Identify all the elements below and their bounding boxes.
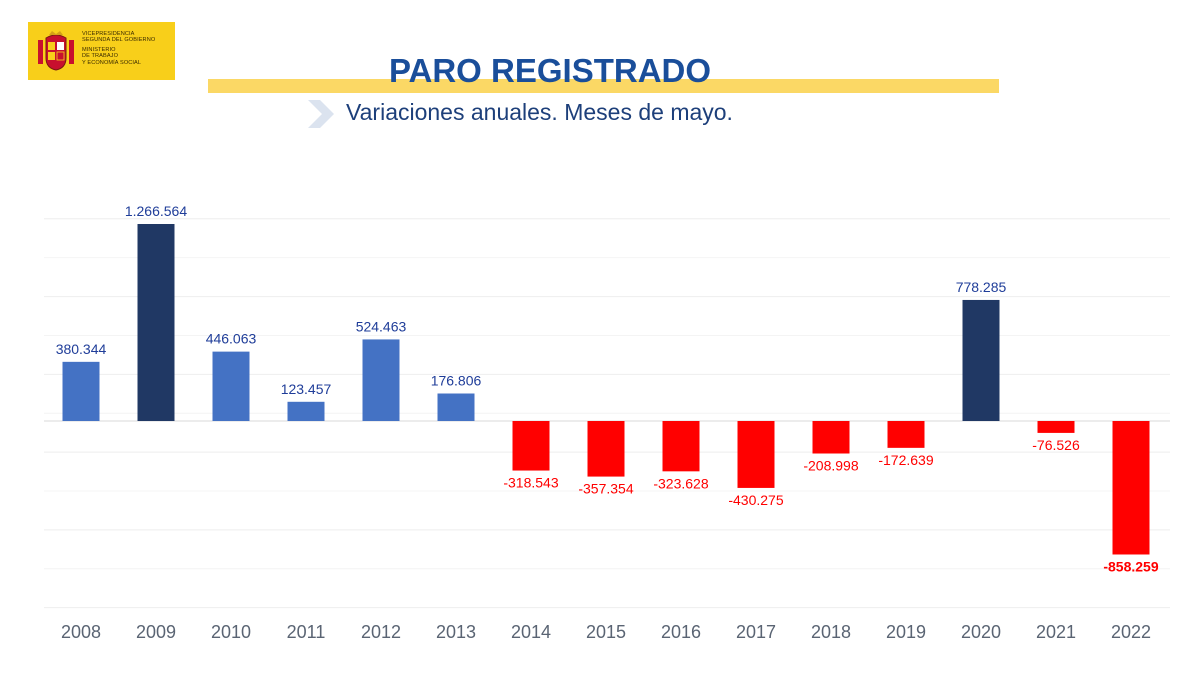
x-tick-label-2009: 2009: [136, 622, 176, 642]
data-label-2019: -172.639: [878, 452, 933, 468]
logo-line: MINISTERIO: [82, 46, 116, 53]
bar-2019: [887, 421, 925, 448]
logo-line: SEGUNDA DEL GOBIERNO: [82, 37, 156, 44]
data-label-2022: -858.259: [1103, 558, 1158, 574]
bar-2014: [512, 421, 550, 471]
logo-line: VICEPRESIDENCIA: [82, 31, 135, 37]
x-tick-label-2019: 2019: [886, 622, 926, 642]
x-tick-label-2008: 2008: [61, 622, 101, 642]
data-label-2018: -208.998: [803, 458, 858, 474]
bar-2012: [362, 339, 400, 421]
data-label-2017: -430.275: [728, 492, 783, 508]
bar-2018: [812, 421, 850, 454]
data-label-2010: 446.063: [206, 331, 257, 347]
bar-2017: [737, 421, 775, 488]
bar-2020: [962, 299, 1000, 421]
x-tick-label-2015: 2015: [586, 622, 626, 642]
bar-2021: [1037, 421, 1075, 433]
x-tick-label-2021: 2021: [1036, 622, 1076, 642]
data-label-2012: 524.463: [356, 318, 407, 334]
bar-2011: [287, 401, 325, 421]
bar-2013: [437, 393, 475, 421]
bar-2022: [1112, 421, 1150, 555]
x-tick-label-2018: 2018: [811, 622, 851, 642]
logo-text: VICEPRESIDENCIA SEGUNDA DEL GOBIERNO MIN…: [82, 31, 174, 66]
bar-2009: [137, 224, 175, 421]
x-tick-label-2017: 2017: [736, 622, 776, 642]
chevron-right-icon: [308, 100, 334, 128]
bar-2015: [587, 421, 625, 477]
data-label-2021: -76.526: [1032, 437, 1080, 453]
x-tick-label-2020: 2020: [961, 622, 1001, 642]
data-label-2016: -323.628: [653, 475, 708, 491]
bar-2008: [62, 361, 100, 421]
bar-2010: [212, 351, 250, 421]
x-tick-label-2016: 2016: [661, 622, 701, 642]
x-tick-label-2014: 2014: [511, 622, 551, 642]
data-label-2013: 176.806: [431, 372, 482, 388]
x-tick-label-2012: 2012: [361, 622, 401, 642]
logo-line: DE TRABAJO: [82, 53, 119, 60]
data-label-2008: 380.344: [56, 341, 107, 357]
logo-line: Y ECONOMÍA SOCIAL: [82, 59, 142, 66]
data-label-2014: -318.543: [503, 475, 558, 491]
page-title: PARO REGISTRADO: [388, 52, 712, 89]
data-label-2015: -357.354: [578, 481, 633, 497]
page-subtitle: Variaciones anuales. Meses de mayo.: [346, 99, 733, 125]
data-label-2020: 778.285: [956, 279, 1007, 295]
title-underline-bar: [208, 79, 999, 93]
x-tick-label-2022: 2022: [1111, 622, 1151, 642]
government-logo: VICEPRESIDENCIA SEGUNDA DEL GOBIERNO MIN…: [28, 22, 175, 80]
data-label-2009: 1.266.564: [125, 203, 187, 219]
x-tick-label-2010: 2010: [211, 622, 251, 642]
bar-2016: [662, 421, 700, 472]
x-tick-label-2013: 2013: [436, 622, 476, 642]
coat-of-arms-icon: [38, 31, 74, 71]
x-tick-label-2011: 2011: [287, 622, 326, 642]
data-label-2011: 123.457: [281, 381, 332, 397]
